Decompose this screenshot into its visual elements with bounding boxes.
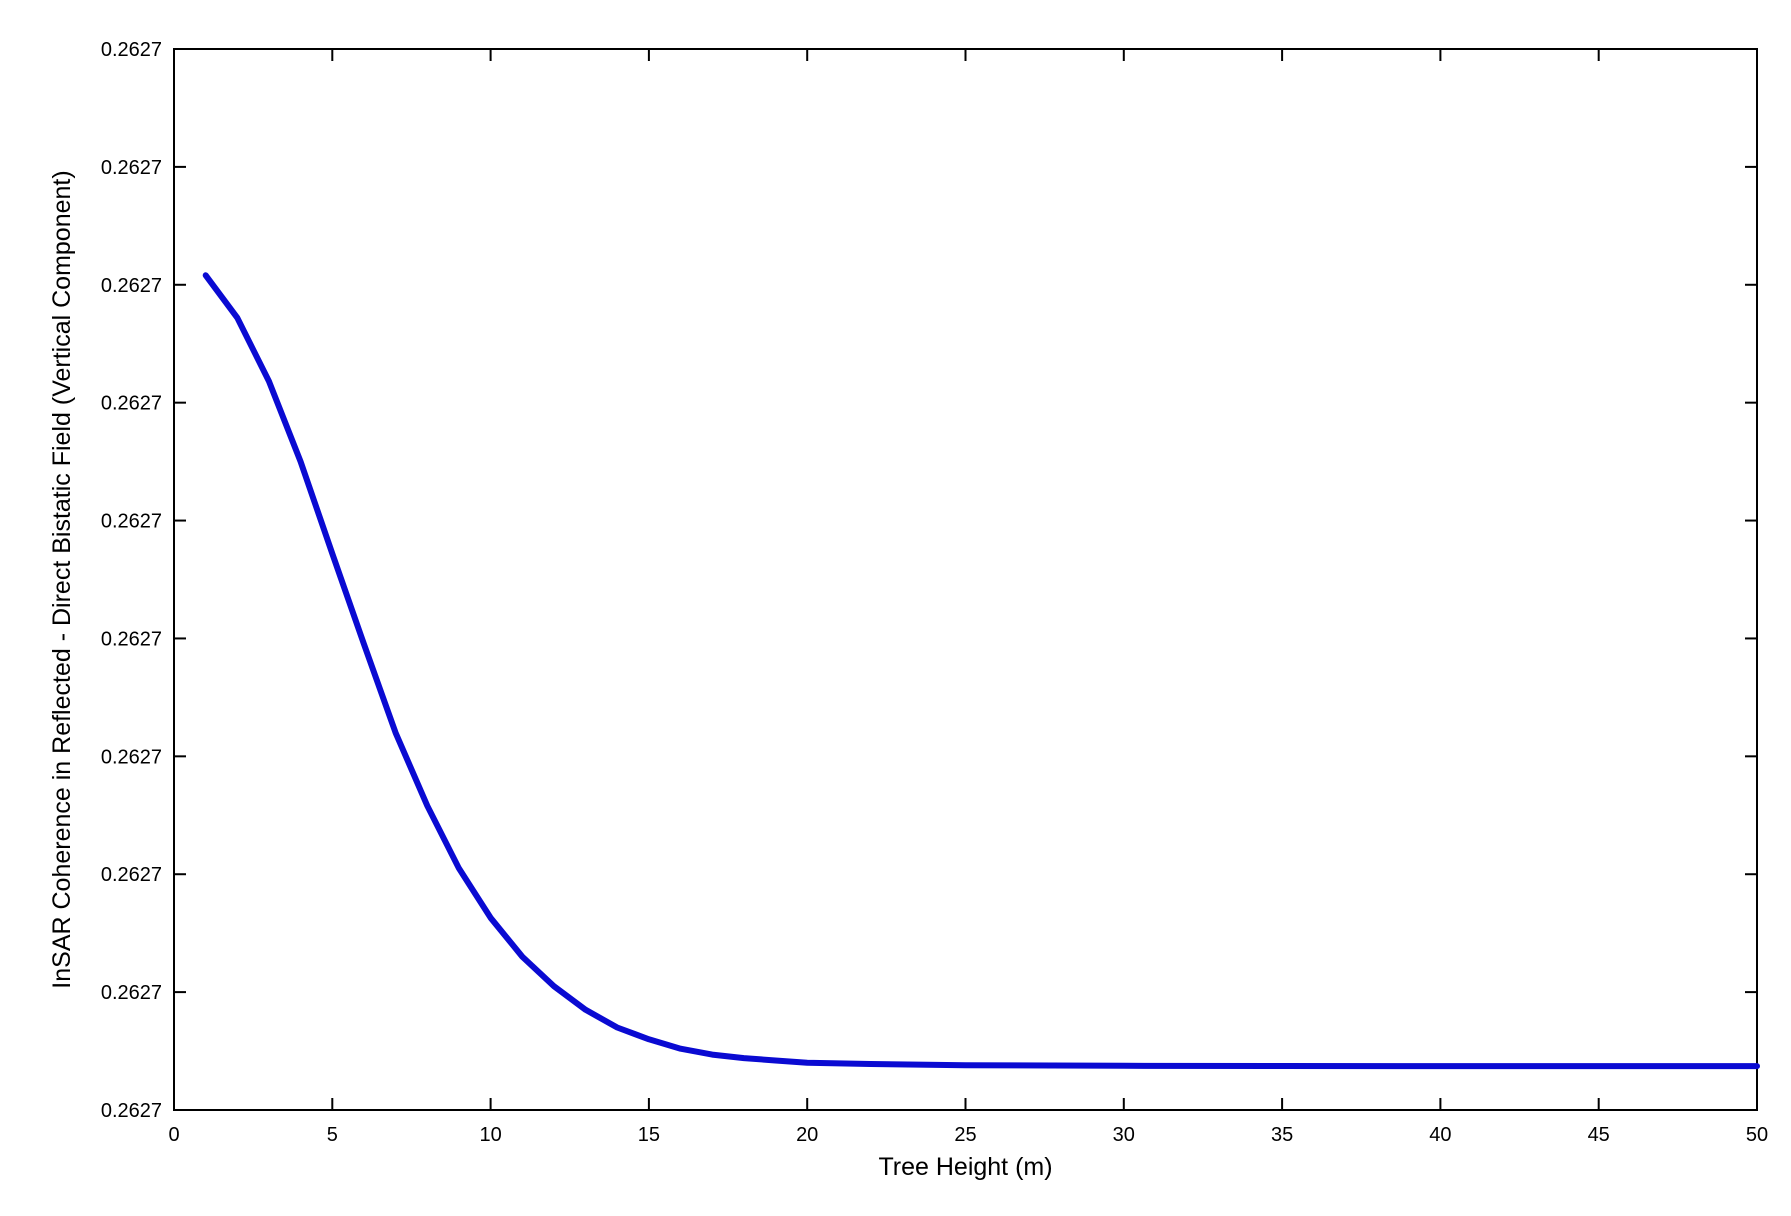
- x-tick-label: 50: [1746, 1124, 1768, 1146]
- x-tick-label: 10: [479, 1124, 501, 1146]
- series-layer: [202, 272, 1760, 1070]
- y-tick-label: 0.2627: [101, 157, 162, 179]
- x-tick-label: 25: [954, 1124, 976, 1146]
- y-tick-label: 0.2627: [101, 511, 162, 533]
- y-tick-label: 0.2627: [101, 1100, 162, 1122]
- plot-area: [173, 48, 1758, 1111]
- x-tick-label: 0: [168, 1124, 179, 1146]
- x-tick-label: 5: [327, 1124, 338, 1146]
- x-tick-label: 35: [1271, 1124, 1293, 1146]
- x-tick-label: 15: [638, 1124, 660, 1146]
- y-tick-label: 0.2627: [101, 628, 162, 650]
- x-tick-label: 20: [796, 1124, 818, 1146]
- x-tick-label: 40: [1429, 1124, 1451, 1146]
- y-tick-label: 0.2627: [101, 393, 162, 415]
- x-axis-title: Tree Height (m): [878, 1153, 1052, 1181]
- y-axis-title: InSAR Coherence in Reflected - Direct Bi…: [48, 170, 76, 988]
- x-tick-label: 30: [1113, 1124, 1135, 1146]
- y-axis-ticks: 0.2627 0.2627 0.2627 0.2627 0.2627 0.2627 0.26…: [101, 39, 1757, 1122]
- y-tick-label: 0.2627: [101, 864, 162, 886]
- y-tick-label: 0.2627: [101, 275, 162, 297]
- series-line-0: [202, 272, 1760, 1070]
- y-tick-label: 0.2627: [101, 39, 162, 61]
- y-tick-label: 0.2627: [101, 982, 162, 1004]
- x-tick-label: 45: [1588, 1124, 1610, 1146]
- y-tick-label: 0.2627: [101, 746, 162, 768]
- x-axis-ticks: 0 5 10 15 20 25 30 35 40 45 50: [168, 49, 1768, 1146]
